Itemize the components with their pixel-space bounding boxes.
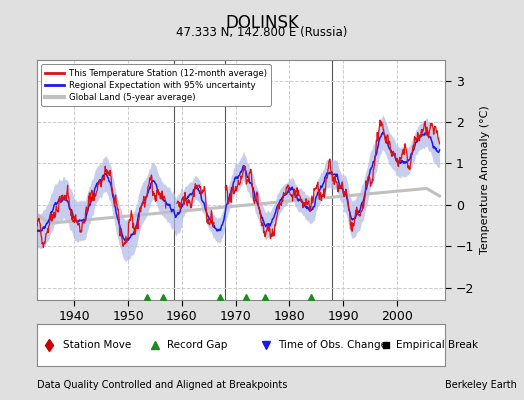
Text: 1970: 1970 [220, 310, 252, 323]
Text: Record Gap: Record Gap [168, 340, 228, 350]
Text: 47.333 N, 142.800 E (Russia): 47.333 N, 142.800 E (Russia) [176, 26, 348, 39]
Y-axis label: Temperature Anomaly (°C): Temperature Anomaly (°C) [480, 106, 490, 254]
Text: Station Move: Station Move [63, 340, 132, 350]
Text: Empirical Break: Empirical Break [396, 340, 478, 350]
Text: 1980: 1980 [274, 310, 305, 323]
Text: Berkeley Earth: Berkeley Earth [445, 380, 517, 390]
Text: 1990: 1990 [328, 310, 359, 323]
Text: Time of Obs. Change: Time of Obs. Change [278, 340, 387, 350]
Legend: This Temperature Station (12-month average), Regional Expectation with 95% uncer: This Temperature Station (12-month avera… [41, 64, 271, 106]
Text: 2000: 2000 [381, 310, 413, 323]
Text: Data Quality Controlled and Aligned at Breakpoints: Data Quality Controlled and Aligned at B… [37, 380, 287, 390]
Text: 1950: 1950 [112, 310, 144, 323]
Text: DOLINSK: DOLINSK [225, 14, 299, 32]
Text: 1940: 1940 [59, 310, 90, 323]
Text: 1960: 1960 [166, 310, 198, 323]
